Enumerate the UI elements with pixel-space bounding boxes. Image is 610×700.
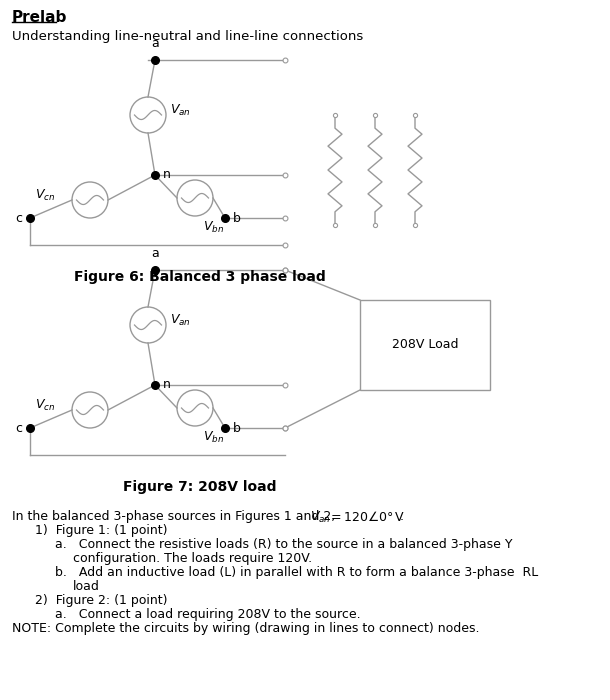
Text: In the balanced 3-phase sources in Figures 1 and 2,: In the balanced 3-phase sources in Figur…	[12, 510, 336, 523]
Text: 2)  Figure 2: (1 point): 2) Figure 2: (1 point)	[35, 594, 168, 607]
Text: a.   Connect the resistive loads (R) to the source in a balanced 3-phase Y: a. Connect the resistive loads (R) to th…	[55, 538, 512, 551]
Text: $V_{an}$: $V_{an}$	[170, 102, 191, 118]
Text: Figure 6: Balanced 3 phase load: Figure 6: Balanced 3 phase load	[74, 270, 326, 284]
Text: n: n	[163, 169, 171, 181]
Text: $V_{an}$: $V_{an}$	[310, 510, 331, 525]
Text: NOTE: Complete the circuits by wiring (drawing in lines to connect) nodes.: NOTE: Complete the circuits by wiring (d…	[12, 622, 479, 635]
Text: $V_{cn}$: $V_{cn}$	[35, 188, 56, 202]
Text: 208V Load: 208V Load	[392, 339, 458, 351]
Text: a: a	[151, 37, 159, 50]
Text: $V_{an}$: $V_{an}$	[170, 312, 191, 328]
Text: Prelab: Prelab	[12, 10, 67, 25]
Text: c: c	[15, 421, 22, 435]
Text: $V_{cn}$: $V_{cn}$	[35, 398, 56, 412]
Text: .: .	[400, 510, 404, 523]
Text: $V_{bn}$: $V_{bn}$	[203, 220, 224, 235]
Text: n: n	[163, 379, 171, 391]
Text: b.   Add an inductive load (L) in parallel with R to form a balance 3-phase  RL: b. Add an inductive load (L) in parallel…	[55, 566, 538, 579]
Text: b: b	[233, 211, 241, 225]
Text: c: c	[15, 211, 22, 225]
Text: configuration. The loads require 120V.: configuration. The loads require 120V.	[73, 552, 312, 565]
Text: $=120\angle0°\,\mathrm{V}$: $=120\angle0°\,\mathrm{V}$	[328, 510, 405, 524]
Text: load: load	[73, 580, 100, 593]
Text: $V_{bn}$: $V_{bn}$	[203, 430, 224, 445]
Text: b: b	[233, 421, 241, 435]
Text: Understanding line-neutral and line-line connections: Understanding line-neutral and line-line…	[12, 30, 363, 43]
Text: a.   Connect a load requiring 208V to the source.: a. Connect a load requiring 208V to the …	[55, 608, 361, 621]
Text: 1)  Figure 1: (1 point): 1) Figure 1: (1 point)	[35, 524, 168, 537]
Text: Figure 7: 208V load: Figure 7: 208V load	[123, 480, 277, 494]
Bar	[360, 300, 490, 390]
Text: a: a	[151, 247, 159, 260]
